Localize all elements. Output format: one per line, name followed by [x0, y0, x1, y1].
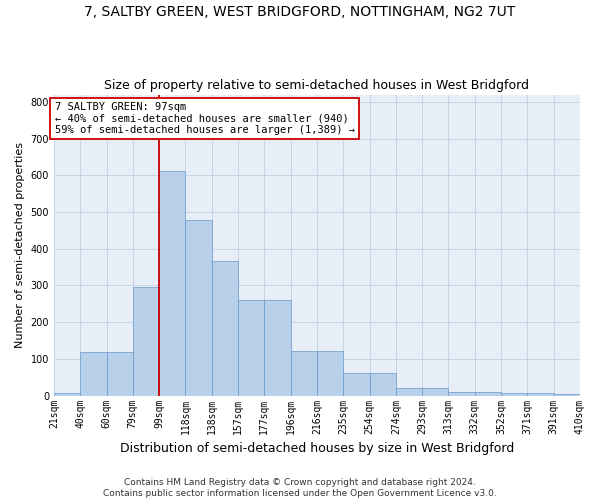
Text: 7 SALTBY GREEN: 97sqm
← 40% of semi-detached houses are smaller (940)
59% of sem: 7 SALTBY GREEN: 97sqm ← 40% of semi-deta…: [55, 102, 355, 135]
Bar: [159, 171, 185, 396]
Title: Size of property relative to semi-detached houses in West Bridgford: Size of property relative to semi-detach…: [104, 79, 529, 92]
Bar: [370, 372, 396, 396]
Bar: [317, 351, 343, 396]
Bar: [265, 300, 290, 396]
Bar: [290, 351, 317, 396]
Bar: [133, 288, 159, 396]
X-axis label: Distribution of semi-detached houses by size in West Bridgford: Distribution of semi-detached houses by …: [120, 442, 514, 455]
Bar: [501, 393, 527, 396]
Bar: [238, 300, 265, 396]
Bar: [343, 372, 370, 396]
Bar: [80, 352, 107, 396]
Bar: [212, 262, 238, 396]
Bar: [448, 392, 475, 396]
Bar: [185, 220, 212, 396]
Bar: [107, 352, 133, 396]
Text: Contains HM Land Registry data © Crown copyright and database right 2024.
Contai: Contains HM Land Registry data © Crown c…: [103, 478, 497, 498]
Text: 7, SALTBY GREEN, WEST BRIDGFORD, NOTTINGHAM, NG2 7UT: 7, SALTBY GREEN, WEST BRIDGFORD, NOTTING…: [85, 5, 515, 19]
Bar: [422, 388, 448, 396]
Bar: [475, 392, 501, 396]
Bar: [396, 388, 422, 396]
Y-axis label: Number of semi-detached properties: Number of semi-detached properties: [15, 142, 25, 348]
Bar: [527, 393, 554, 396]
Bar: [554, 394, 580, 396]
Bar: [54, 392, 80, 396]
